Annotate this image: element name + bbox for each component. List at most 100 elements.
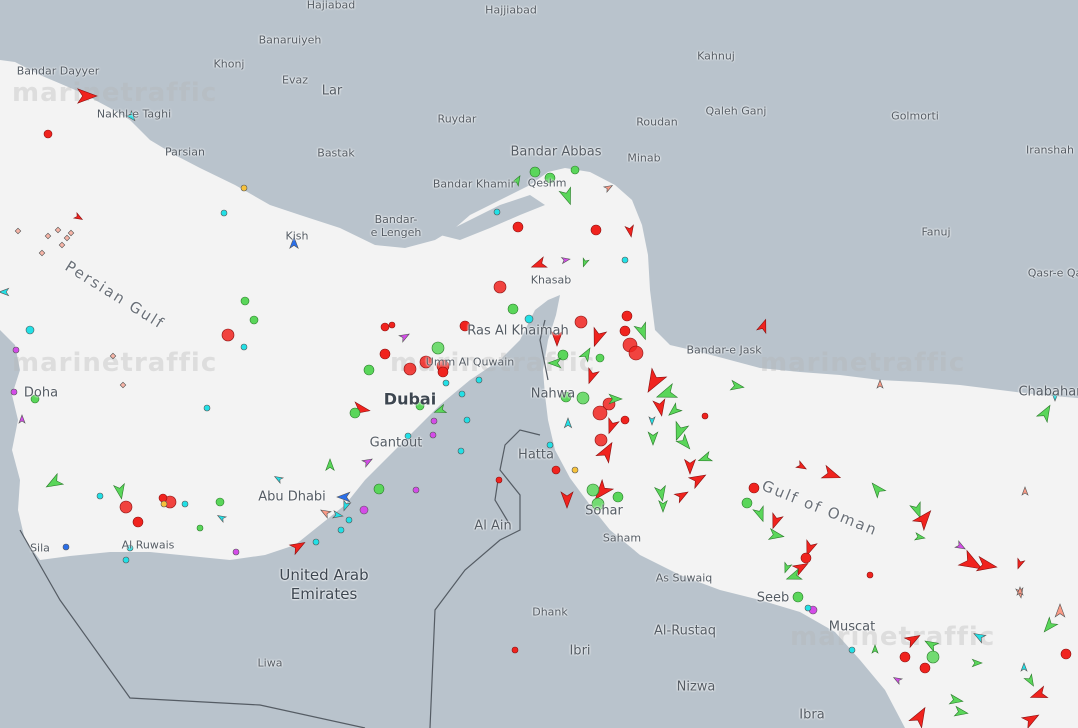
vessel-marker[interactable] [361, 456, 374, 468]
vessel-marker[interactable] [25, 325, 35, 335]
vessel-marker[interactable] [800, 552, 812, 564]
vessel-marker[interactable] [580, 257, 590, 268]
vessel-marker[interactable] [412, 486, 420, 494]
vessel-marker[interactable] [654, 484, 668, 502]
vessel-marker[interactable] [336, 491, 351, 503]
vessel-marker[interactable] [550, 330, 564, 347]
vessel-marker[interactable] [729, 379, 745, 392]
vessel-marker[interactable] [507, 303, 519, 315]
vessel-marker[interactable] [398, 331, 411, 343]
vessel-marker[interactable] [62, 543, 70, 551]
vessel-marker[interactable] [54, 226, 62, 234]
vessel-marker[interactable] [648, 416, 656, 426]
vessel-marker[interactable] [792, 591, 804, 603]
vessel-marker[interactable] [551, 465, 561, 475]
vessel-marker[interactable] [240, 296, 250, 306]
vessel-marker[interactable] [240, 343, 248, 351]
vessel-marker[interactable] [512, 221, 524, 233]
vessel-marker[interactable] [768, 512, 784, 530]
vessel-marker[interactable] [954, 540, 967, 552]
vessel-marker[interactable] [612, 491, 624, 503]
vessel-marker[interactable] [1020, 662, 1028, 672]
vessel-marker[interactable] [493, 208, 501, 216]
vessel-marker[interactable] [620, 415, 630, 425]
vessel-marker[interactable] [319, 507, 332, 519]
vessel-marker[interactable] [380, 322, 390, 332]
vessel-marker[interactable] [181, 500, 189, 508]
vessel-marker[interactable] [430, 417, 438, 425]
vessel-marker[interactable] [132, 516, 144, 528]
vessel-marker[interactable] [767, 528, 785, 542]
vessel-marker[interactable] [363, 364, 375, 376]
vessel-marker[interactable] [926, 650, 940, 664]
vessel-marker[interactable] [0, 287, 10, 297]
vessel-marker[interactable] [909, 501, 925, 519]
vessel-marker[interactable] [624, 224, 635, 238]
vessel-marker[interactable] [96, 492, 104, 500]
vessel-marker[interactable] [866, 571, 874, 579]
vessel-marker[interactable] [113, 482, 127, 500]
vessel-marker[interactable] [957, 549, 987, 577]
vessel-marker[interactable] [1040, 616, 1059, 635]
vessel-marker[interactable] [38, 249, 46, 257]
vessel-marker[interactable] [44, 232, 52, 240]
vessel-marker[interactable] [289, 236, 299, 249]
vessel-marker[interactable] [415, 401, 425, 411]
vessel-marker[interactable] [10, 388, 18, 396]
vessel-marker[interactable] [701, 412, 709, 420]
vessel-marker[interactable] [345, 516, 353, 524]
vessel-marker[interactable] [975, 555, 998, 575]
vessel-marker[interactable] [458, 390, 466, 398]
vessel-marker[interactable] [373, 483, 385, 495]
vessel-marker[interactable] [804, 604, 812, 612]
vessel-marker[interactable] [594, 433, 608, 447]
vessel-marker[interactable] [203, 404, 211, 412]
vessel-marker[interactable] [570, 165, 580, 175]
vessel-marker[interactable] [457, 447, 465, 455]
vessel-marker[interactable] [560, 491, 574, 509]
vessel-marker[interactable] [795, 460, 808, 472]
vessel-marker[interactable] [953, 705, 969, 718]
vessel-marker[interactable] [109, 352, 117, 360]
vessel-marker[interactable] [892, 675, 904, 686]
vessel-marker[interactable] [1060, 648, 1072, 660]
vessel-marker[interactable] [628, 345, 644, 361]
vessel-marker[interactable] [604, 417, 620, 435]
vessel-marker[interactable] [595, 353, 605, 363]
vessel-marker[interactable] [756, 318, 770, 335]
vessel-marker[interactable] [641, 367, 668, 397]
vessel-marker[interactable] [337, 526, 345, 534]
vessel-marker[interactable] [670, 420, 690, 443]
vessel-marker[interactable] [621, 256, 629, 264]
vessel-marker[interactable] [633, 321, 651, 341]
vessel-marker[interactable] [511, 174, 523, 187]
vessel-marker[interactable] [119, 381, 127, 389]
vessel-marker[interactable] [652, 398, 668, 417]
vessel-marker[interactable] [419, 355, 433, 369]
vessel-marker[interactable] [658, 500, 668, 513]
vessel-marker[interactable] [683, 458, 697, 475]
vessel-marker[interactable] [429, 431, 437, 439]
vessel-marker[interactable] [1054, 603, 1066, 618]
vessel-marker[interactable] [621, 310, 633, 322]
vessel-marker[interactable] [871, 644, 879, 654]
vessel-marker[interactable] [529, 166, 541, 178]
vessel-marker[interactable] [595, 439, 618, 464]
vessel-marker[interactable] [30, 394, 40, 404]
vessel-marker[interactable] [122, 556, 130, 564]
vessel-marker[interactable] [349, 407, 361, 419]
vessel-marker[interactable] [388, 321, 396, 329]
vessel-marker[interactable] [215, 497, 225, 507]
vessel-marker[interactable] [908, 704, 931, 728]
vessel-marker[interactable] [578, 346, 594, 363]
vessel-marker[interactable] [495, 476, 503, 484]
vessel-marker[interactable] [160, 500, 168, 508]
vessel-marker[interactable] [697, 451, 714, 465]
vessel-marker[interactable] [1029, 685, 1049, 703]
vessel-marker[interactable] [673, 488, 690, 504]
vessel-marker[interactable] [77, 88, 98, 104]
vessel-marker[interactable] [647, 431, 659, 446]
vessel-marker[interactable] [63, 234, 71, 242]
vessel-marker[interactable] [14, 227, 22, 235]
